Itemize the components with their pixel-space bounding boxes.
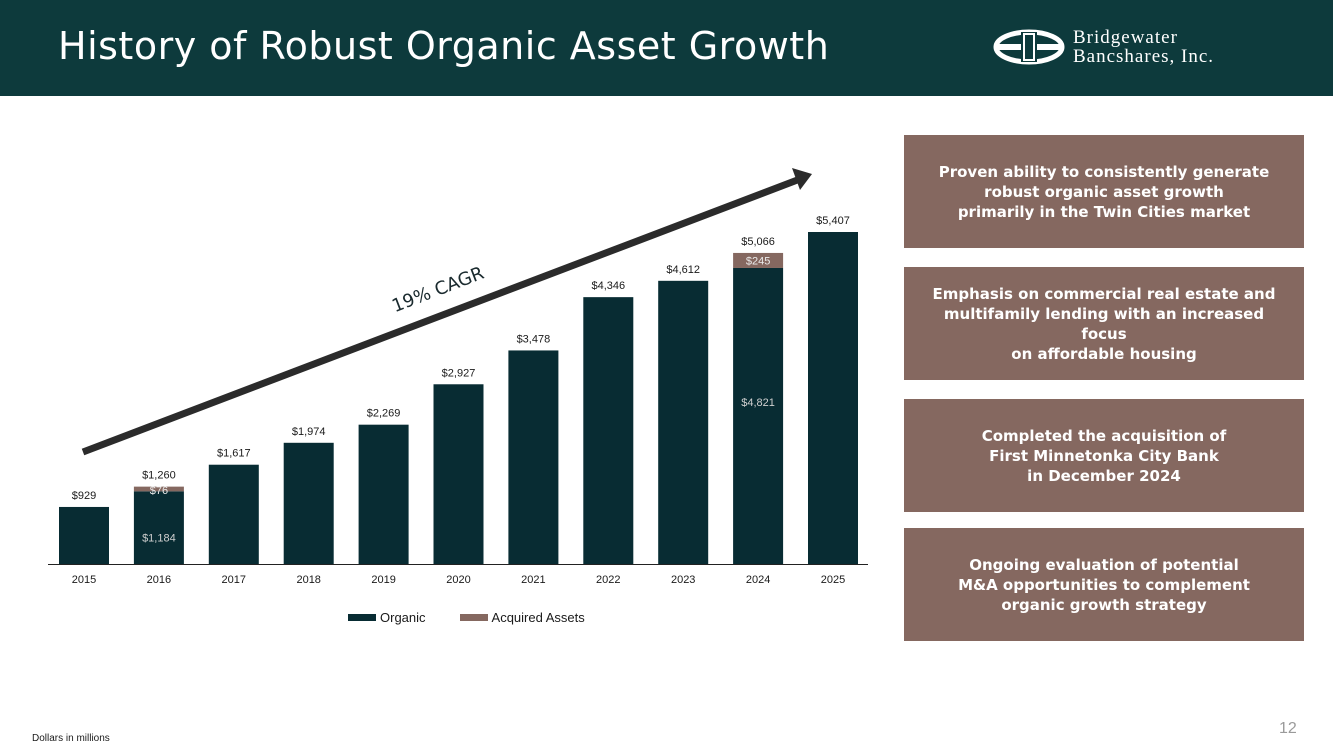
x-tick-label: 2020 bbox=[446, 574, 470, 586]
bar-acquired bbox=[133, 486, 184, 492]
x-tick-label: 2024 bbox=[746, 574, 770, 586]
segment-label-organic: $4,821 bbox=[741, 397, 775, 409]
x-tick-label: 2016 bbox=[147, 574, 171, 586]
x-tick-label: 2018 bbox=[296, 574, 320, 586]
bar-total-label: $1,260 bbox=[142, 470, 176, 482]
bridgewater-logo-icon bbox=[993, 29, 1065, 65]
x-tick-label: 2025 bbox=[821, 574, 845, 586]
page-number: 12 bbox=[1279, 720, 1297, 737]
bar-organic bbox=[808, 232, 858, 564]
bar-organic bbox=[733, 267, 784, 564]
bar-total-label: $3,478 bbox=[517, 333, 551, 345]
bar-organic bbox=[283, 442, 334, 564]
x-tick-label: 2021 bbox=[521, 574, 545, 586]
asset-growth-chart: 19% CAGR $929 2015 $1,260 2016 $1,617 2017 $1,9… bbox=[48, 168, 868, 586]
logo-line-2: Bancshares, Inc. bbox=[1073, 46, 1215, 67]
legend-organic: Organic bbox=[348, 610, 426, 625]
bar-organic bbox=[59, 506, 109, 564]
bar-organic bbox=[433, 384, 484, 564]
legend-organic-swatch bbox=[348, 614, 376, 621]
bar-total-label: $1,617 bbox=[217, 448, 251, 460]
legend-acquired: Acquired Assets bbox=[459, 610, 585, 625]
bar-total-label: $5,407 bbox=[816, 215, 850, 227]
bar-organic bbox=[133, 491, 184, 564]
logo-wordmark: Bridgewater Bancshares, Inc. bbox=[1073, 28, 1214, 66]
legend-organic-label: Organic bbox=[380, 610, 426, 625]
segment-label-acquired: $76 bbox=[150, 485, 168, 497]
bar-total-label: $929 bbox=[72, 490, 96, 502]
page-title: History of Robust Organic Asset Growth bbox=[58, 24, 830, 68]
callout-acquisition: Completed the acquisition of First Minne… bbox=[904, 399, 1304, 512]
callout-organic-growth: Proven ability to consistently generate … bbox=[904, 135, 1304, 248]
bar-total-label: $4,612 bbox=[666, 264, 700, 276]
cagr-annotation: 19% CAGR bbox=[389, 263, 487, 317]
bar-total-label: $4,346 bbox=[591, 280, 625, 292]
bar-total-label: $5,066 bbox=[741, 236, 775, 248]
bar-organic bbox=[208, 464, 259, 564]
bar-acquired bbox=[733, 252, 784, 268]
bar-organic bbox=[358, 424, 409, 564]
legend-acquired-swatch bbox=[459, 614, 488, 621]
x-tick-label: 2023 bbox=[671, 574, 695, 586]
bar-organic bbox=[508, 350, 559, 564]
header-bar: History of Robust Organic Asset Growth B… bbox=[0, 0, 1333, 96]
cagr-trend-arrow bbox=[81, 175, 802, 456]
x-tick-label: 2015 bbox=[72, 574, 96, 586]
cagr-arrowhead bbox=[792, 168, 812, 190]
x-tick-label: 2019 bbox=[371, 574, 395, 586]
callout-ma-opportunities: Ongoing evaluation of potential M&A oppo… bbox=[904, 528, 1304, 641]
logo-line-1: Bridgewater bbox=[1073, 27, 1178, 48]
legend-acquired-label: Acquired Assets bbox=[491, 610, 585, 625]
segment-label-acquired: $245 bbox=[746, 255, 770, 267]
callout-commercial-real-estate: Emphasis on commercial real estate and m… bbox=[904, 267, 1304, 380]
bar-organic bbox=[583, 297, 634, 564]
segment-label-organic: $1,184 bbox=[142, 533, 176, 545]
x-tick-label: 2017 bbox=[222, 574, 246, 586]
bar-total-label: $2,269 bbox=[367, 408, 401, 420]
bar-total-label: $2,927 bbox=[442, 367, 476, 379]
company-logo: Bridgewater Bancshares, Inc. bbox=[993, 26, 1283, 72]
bar-total-label: $1,974 bbox=[292, 426, 326, 438]
x-tick-label: 2022 bbox=[596, 574, 620, 586]
bar-organic bbox=[658, 280, 709, 564]
footnote: Dollars in millions bbox=[32, 733, 110, 744]
chart-legend: Organic Acquired Assets bbox=[348, 610, 585, 625]
